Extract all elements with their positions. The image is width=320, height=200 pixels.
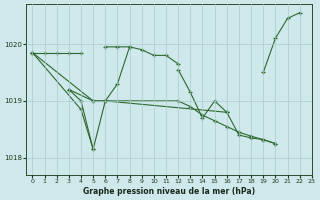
X-axis label: Graphe pression niveau de la mer (hPa): Graphe pression niveau de la mer (hPa): [83, 187, 255, 196]
